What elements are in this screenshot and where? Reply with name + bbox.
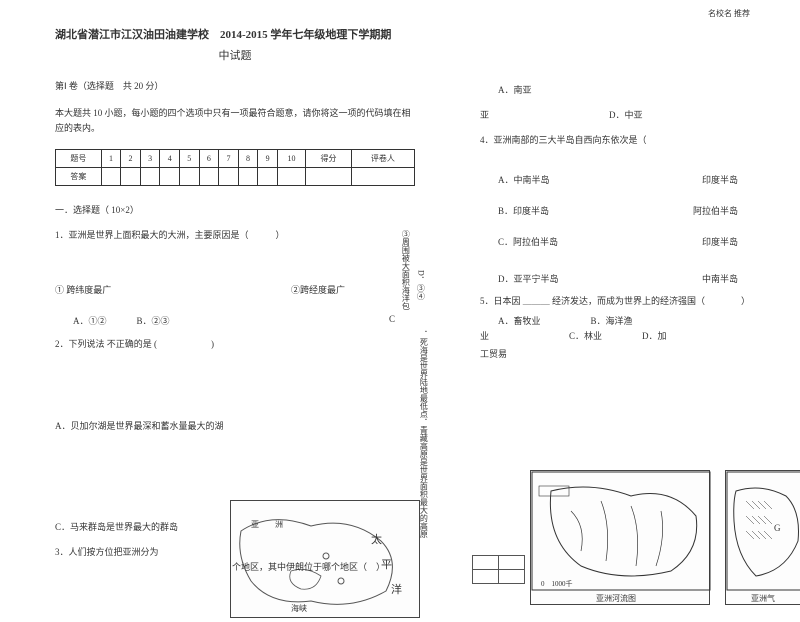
grid-col: 7 <box>219 150 239 168</box>
svg-text:G: G <box>774 523 781 533</box>
grid-grader: 评卷人 <box>351 150 414 168</box>
q1-side-text: ③周围被大面积海洋包 <box>400 230 410 310</box>
grid-label-answer: 答案 <box>56 168 102 186</box>
q4-b2: 阿拉伯半岛 <box>693 204 738 217</box>
q1-optC: C <box>389 314 395 327</box>
grid-col: 2 <box>121 150 141 168</box>
brand-label: 名校名 推荐 <box>708 8 750 19</box>
map-left-label-yang: 洋 <box>391 581 402 597</box>
grid-cell[interactable] <box>140 168 160 186</box>
q3-stem-text: 3．人们按方位把亚洲分为 <box>55 547 159 557</box>
grid-cell[interactable] <box>101 168 121 186</box>
answer-grid: 题号 1 2 3 4 5 6 7 8 9 10 得分 评卷人 答案 <box>55 149 415 186</box>
grid-cell <box>306 168 352 186</box>
map-left: 亚 洲 太 平 洋 海峡 <box>230 500 420 618</box>
small-grid-cell[interactable] <box>473 570 499 584</box>
grid-col: 1 <box>101 150 121 168</box>
grid-cell[interactable] <box>277 168 305 186</box>
grid-cell[interactable] <box>258 168 278 186</box>
exam-subtitle: 中试题 <box>55 47 415 63</box>
map-scale: 0 1000千 <box>541 579 573 589</box>
map-climate-svg: G <box>726 471 800 606</box>
q5-d: D．加 <box>642 329 667 342</box>
q1-optA: A．①② <box>73 314 107 327</box>
q3-optB: 亚 <box>480 107 489 124</box>
q4-d1: D．亚平宁半岛 <box>498 272 559 285</box>
q2-optA: A．贝加尔湖是世界最深和蓄水量最大的湖 <box>55 418 415 435</box>
map-left-label-tai: 太 <box>371 531 382 547</box>
grid-cell[interactable] <box>160 168 180 186</box>
right-page: A．南亚 亚 D．中亚 4．亚洲南部的三大半岛自西向东依次是（ A．中南半岛 印… <box>480 28 790 367</box>
q4-a1: A．中南半岛 <box>498 173 550 186</box>
part1-label: 第Ⅰ 卷（选择题 共 20 分） <box>55 79 415 92</box>
small-grid-cell[interactable] <box>499 556 525 570</box>
q1-optD-vertical: D．③④ <box>415 270 436 300</box>
grid-label-qnum: 题号 <box>56 150 102 168</box>
small-grid-cell[interactable] <box>499 570 525 584</box>
left-page: 湖北省潜江市江汉油田油建学校 2014-2015 学年七年级地理下学期期 中试题… <box>55 28 415 565</box>
grid-col: 9 <box>258 150 278 168</box>
map-climate: G 亚洲气 <box>725 470 800 605</box>
q4-a2: 印度半岛 <box>702 173 738 186</box>
section1-heading: 一．选择题（ 10×2） <box>55 202 415 219</box>
grid-score: 得分 <box>306 150 352 168</box>
grid-col: 10 <box>277 150 305 168</box>
q4-c1: C．阿拉伯半岛 <box>498 235 558 248</box>
grid-cell[interactable] <box>180 168 200 186</box>
grid-cell[interactable] <box>199 168 219 186</box>
grid-cell <box>351 168 414 186</box>
grid-cell[interactable] <box>219 168 239 186</box>
q2-stem: 2．下列说法 不正确的是 ( ) <box>55 336 415 353</box>
grid-col: 6 <box>199 150 219 168</box>
small-grid-cell[interactable] <box>473 556 499 570</box>
q1-optB: B．②③ <box>137 314 170 327</box>
map-rivers: 0 1000千 亚洲河流图 <box>530 470 710 605</box>
q1-optD-text: D．③④ <box>415 270 425 300</box>
q1-opt1: ① 跨纬度最广 <box>55 282 111 299</box>
instructions: 本大题共 10 小题，每小题的四个选项中只有一项最符合题意，请你将这一项的代码填… <box>55 106 415 135</box>
grid-col: 5 <box>180 150 200 168</box>
q5-a: A．畜牧业 <box>498 314 541 327</box>
small-answer-grid <box>472 555 525 584</box>
map-left-label-asia: 亚 洲 <box>251 519 287 530</box>
q4-b1: B．印度半岛 <box>498 204 549 217</box>
q4-stem: 4．亚洲南部的三大半岛自西向东依次是（ <box>480 132 790 149</box>
q3-optA: A．南亚 <box>498 82 790 99</box>
grid-cell[interactable] <box>238 168 258 186</box>
exam-title: 湖北省潜江市江汉油田油建学校 2014-2015 学年七年级地理下学期期 <box>55 28 415 43</box>
q1-stem: 1．亚洲是世界上面积最大的大洲，主要原因是（ ） <box>55 227 415 244</box>
q5-line2: 业 <box>480 329 489 342</box>
map-climate-caption: 亚洲气 <box>751 593 775 604</box>
q5-b: B．海洋渔 <box>591 314 633 327</box>
grid-col: 4 <box>160 150 180 168</box>
grid-col: 8 <box>238 150 258 168</box>
q3-optD: D．中亚 <box>609 107 643 124</box>
q5-line3: 工贸易 <box>480 346 790 363</box>
q3-tail: 个地区，其中伊朗位于哪个地区（ ） <box>232 560 385 573</box>
grid-col: 3 <box>140 150 160 168</box>
q4-d2: 中南半岛 <box>702 272 738 285</box>
grid-cell[interactable] <box>121 168 141 186</box>
map-rivers-caption: 亚洲河流图 <box>596 593 636 604</box>
map-left-label-strait: 海峡 <box>291 603 307 614</box>
q5-stem: 5．日本因 ＿＿＿ 经济发达，而成为世界上的经济强国（ ） <box>480 293 790 310</box>
q1-opt2: ②跨经度最广 <box>291 282 345 299</box>
q5-c: C．林业 <box>569 329 602 342</box>
q4-c2: 印度半岛 <box>702 235 738 248</box>
